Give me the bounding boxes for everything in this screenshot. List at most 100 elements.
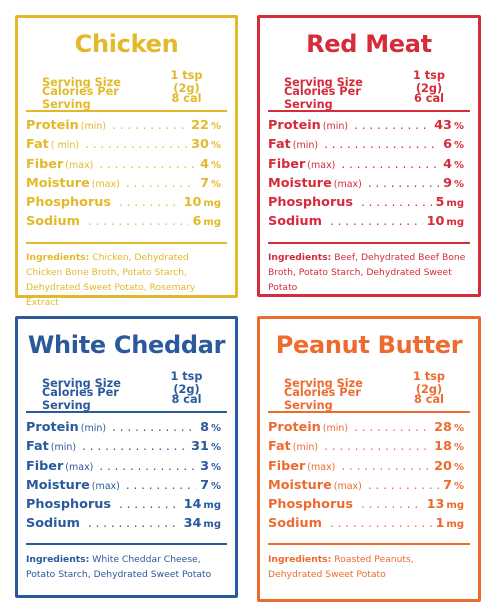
- divider: [26, 411, 227, 413]
- nutrient-row-moisture: Moisture(max) 7%: [26, 478, 221, 497]
- nutrient-name: Fiber: [26, 156, 64, 172]
- ingredients-label: Ingredients:: [268, 252, 332, 263]
- leader-dots: [112, 420, 196, 434]
- calories-label: Calories Per Serving: [42, 85, 119, 111]
- nutrient-row-sodium: Sodium 6mg: [26, 214, 221, 233]
- calories-label: Calories Per Serving: [284, 386, 361, 412]
- divider: [268, 242, 470, 244]
- ingredients: Ingredients: White Cheddar Cheese, Potat…: [26, 552, 225, 582]
- nutrient-unit: mg: [446, 217, 464, 229]
- nutrient-name: Sodium: [268, 214, 322, 230]
- card-white-cheddar: White Cheddar Serving Size 1 tsp (2g) Cal…: [15, 316, 238, 598]
- nutrient-unit: %: [453, 140, 464, 152]
- leader-dots: [324, 439, 430, 453]
- nutrient-qualifier: (max): [307, 461, 336, 473]
- nutrient-row-fat: Fat(min) 31%: [26, 439, 221, 458]
- ingredients-text: Roasted Peanuts, Dehydrated Sweet Potato: [268, 554, 414, 580]
- leader-dots: [126, 176, 196, 190]
- card-title: Peanut Butter: [275, 331, 463, 359]
- leader-dots: [85, 137, 187, 151]
- leader-dots: [341, 157, 439, 171]
- nutrient-row-fat: Fat(min) 6%: [268, 137, 464, 156]
- nutrient-list: Protein(min)8% Fat(min)31% Fiber(max)3% …: [26, 420, 221, 536]
- ingredients-text: Beef, Dehydrated Beef Bone Broth, Potato…: [268, 252, 466, 293]
- ingredients-text: Chicken, Dehydrated Chicken Bone Broth, …: [26, 252, 196, 308]
- nutrient-unit: mg: [446, 198, 464, 210]
- divider: [26, 242, 227, 244]
- leader-dots: [82, 439, 187, 453]
- nutrient-qualifier: (min): [80, 423, 107, 434]
- ingredients: Ingredients: Chicken, Dehydrated Chicken…: [26, 250, 225, 310]
- nutrient-row-protein: Protein(min) 22%: [26, 118, 221, 137]
- nutrient-unit: %: [453, 121, 464, 132]
- nutrient-name: Fiber: [26, 458, 64, 474]
- nutrient-qualifier: (min): [292, 442, 319, 454]
- nutrient-row-moisture: Moisture(max) 7%: [268, 478, 464, 497]
- serving-info: Serving Size 1 tsp (2g) Calories Per Serv…: [42, 69, 211, 111]
- nutrient-value: 7: [200, 175, 209, 191]
- nutrient-row-sodium: Sodium 1mg: [268, 516, 464, 535]
- divider: [268, 543, 470, 545]
- nutrient-list: Protein(min)28% Fat(min)18% Fiber(max)20…: [268, 420, 464, 536]
- ingredients: Ingredients: Roasted Peanuts, Dehydrated…: [268, 552, 468, 582]
- nutrient-list: Protein(min)43% Fat(min)6% Fiber(max)4% …: [268, 118, 464, 234]
- leader-dots: [99, 157, 196, 171]
- nutrient-name: Fat: [268, 439, 291, 455]
- nutrient-row-moisture: Moisture(max) 7%: [26, 176, 221, 195]
- nutrient-unit: %: [210, 480, 221, 492]
- calories-value: 8 cal: [414, 392, 444, 406]
- card-title: Red Meat: [306, 30, 432, 58]
- nutrient-value: 6: [443, 137, 452, 153]
- nutrient-value: 22: [191, 118, 209, 133]
- card-peanut-butter: Peanut Butter Serving Size 1 tsp (2g) Cal…: [257, 316, 481, 602]
- serving-size-value: 1 tsp (2g): [412, 370, 445, 396]
- leader-dots: [354, 420, 430, 434]
- leader-dots: [112, 118, 187, 132]
- nutrient-unit: %: [453, 442, 464, 454]
- leader-dots: [88, 516, 180, 530]
- calories-value: 8 cal: [171, 392, 202, 406]
- nutrient-unit: %: [210, 178, 221, 190]
- leader-dots: [119, 497, 180, 511]
- nutrient-name: Phosphorus: [268, 497, 353, 513]
- card-title: Chicken: [74, 30, 179, 58]
- nutrient-row-phosphorus: Phosphorus 5mg: [268, 195, 464, 214]
- nutrient-name: Protein: [26, 118, 79, 133]
- nutrient-name: Moisture: [26, 175, 90, 191]
- calories-label: Calories Per Serving: [284, 85, 361, 111]
- nutrient-name: Moisture: [26, 477, 90, 493]
- nutrient-row-fiber: Fiber(max) 3%: [26, 459, 221, 478]
- nutrient-qualifier: (min): [50, 442, 77, 454]
- nutrient-name: Phosphorus: [268, 195, 353, 211]
- ingredients-label: Ingredients:: [268, 554, 332, 565]
- ingredients-label: Ingredients:: [26, 554, 90, 565]
- nutrient-value: 4: [200, 156, 209, 172]
- nutrient-name: Moisture: [268, 175, 332, 191]
- leader-dots: [354, 118, 430, 132]
- calories-value: 8 cal: [171, 91, 202, 105]
- nutrient-qualifier: (min): [80, 121, 107, 132]
- nutrient-row-fiber: Fiber(max) 20%: [268, 459, 464, 478]
- leader-dots: [126, 478, 196, 492]
- serving-size-label: Serving Size: [284, 75, 363, 89]
- nutrient-value: 10: [426, 214, 445, 230]
- nutrient-name: Fiber: [268, 458, 306, 474]
- ingredients-text: White Cheddar Cheese, Potato Starch, Deh…: [26, 554, 212, 580]
- nutrient-name: Moisture: [268, 477, 332, 493]
- nutrient-qualifier: (max): [65, 159, 94, 171]
- serving-info: Serving Size 1 tsp (2g) Calories Per Serv…: [42, 370, 211, 412]
- nutrient-value: 1: [435, 516, 445, 532]
- nutrient-name: Fat: [26, 137, 49, 153]
- nutrient-row-protein: Protein(min) 43%: [268, 118, 464, 137]
- nutrient-row-fiber: Fiber(max) 4%: [26, 157, 221, 176]
- nutrient-value: 43: [434, 118, 452, 133]
- serving-size-label: Serving Size: [42, 75, 121, 89]
- nutrient-qualifier: ( min): [50, 140, 80, 152]
- divider: [26, 543, 227, 545]
- nutrient-name: Protein: [268, 420, 321, 435]
- serving-size-value: 1 tsp (2g): [412, 69, 445, 95]
- leader-dots: [330, 214, 423, 228]
- divider: [268, 110, 470, 112]
